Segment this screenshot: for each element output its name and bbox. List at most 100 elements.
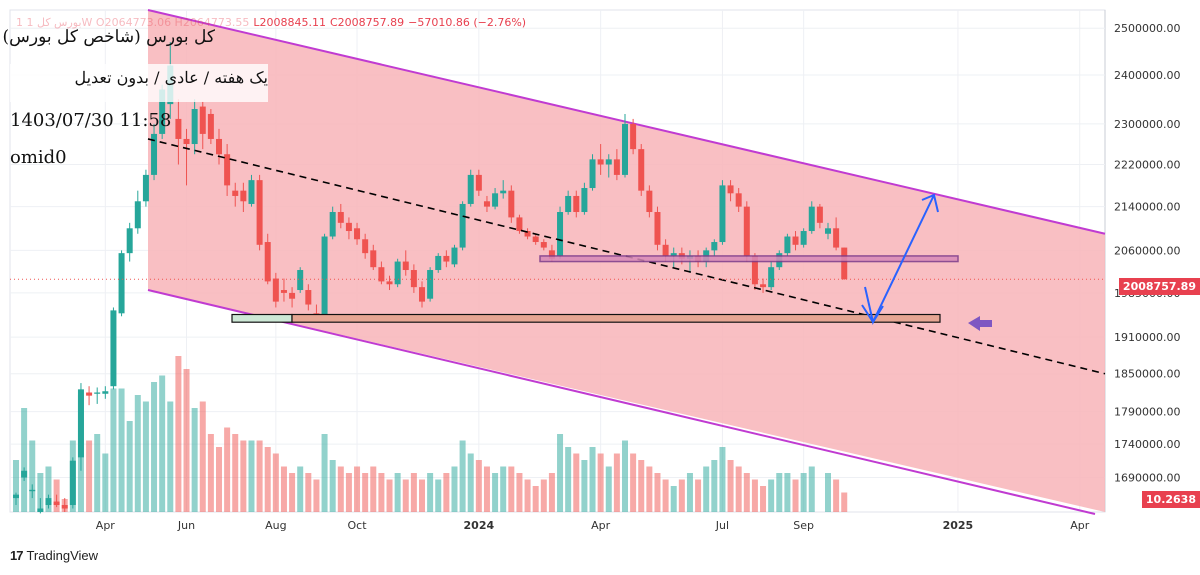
- projection-arrows: [861, 193, 939, 326]
- volume-bar: [516, 473, 523, 512]
- tradingview-footer[interactable]: 17 TradingView: [10, 548, 98, 563]
- candle-body: [597, 159, 604, 165]
- candle-body: [370, 250, 377, 268]
- volume-bar: [419, 479, 425, 512]
- candle-body: [435, 255, 442, 271]
- candle-body: [151, 133, 158, 175]
- candle-body: [557, 212, 564, 256]
- candle-body: [289, 292, 296, 299]
- candle-body: [102, 391, 109, 394]
- y-tick-label: 2220000.00: [1114, 159, 1180, 172]
- candle-body: [727, 185, 734, 194]
- y-tick-label: 2060000.00: [1114, 244, 1180, 257]
- candle-body: [548, 250, 555, 259]
- volume-bar: [776, 473, 783, 512]
- candle-body: [183, 138, 190, 145]
- candle-body: [638, 149, 645, 191]
- candle-body: [345, 222, 352, 232]
- volume-bar: [126, 421, 133, 512]
- volume-bar: [703, 466, 710, 512]
- candle-body: [483, 201, 490, 207]
- candle-body: [573, 195, 580, 213]
- volume-bar: [573, 453, 580, 512]
- volume-bar: [581, 460, 588, 512]
- time-axis[interactable]: Apr Jun Aug Oct 2024 Apr Jul Sep 2025 Apr: [96, 519, 1090, 532]
- candle-body: [622, 123, 628, 175]
- volume-bar: [808, 466, 815, 512]
- volume-bar: [475, 460, 482, 512]
- candle-body: [443, 255, 450, 262]
- candle-body: [77, 389, 84, 458]
- volume-bar: [354, 466, 361, 512]
- volume-bar: [654, 473, 661, 512]
- candle-body: [719, 185, 726, 243]
- volume-bar: [305, 473, 312, 512]
- volume-bar: [686, 473, 693, 512]
- candle-body: [589, 159, 596, 189]
- volume-bar: [256, 440, 263, 512]
- volume-bar: [841, 492, 848, 512]
- candle-body: [841, 247, 848, 280]
- candle-body: [110, 310, 117, 387]
- volume-bar: [370, 466, 377, 512]
- volume-bar: [492, 473, 499, 512]
- candle-body: [280, 290, 287, 293]
- x-tick-label: Sep: [793, 519, 814, 532]
- volume-bar: [427, 473, 434, 512]
- candle-body: [711, 242, 718, 251]
- volume-bar: [329, 460, 336, 512]
- ohlc-open-high: 1 بورس کل 1W O2064773.06 H2064773.55: [16, 16, 250, 29]
- candle-body: [142, 174, 149, 202]
- volume-bar: [248, 440, 255, 512]
- volume-bar: [743, 473, 750, 512]
- x-tick-label: Aug: [265, 519, 286, 532]
- volume-bar: [459, 440, 466, 512]
- candle-body: [760, 284, 767, 288]
- candle-body: [784, 236, 791, 254]
- candle-body: [354, 228, 361, 240]
- volume-bar: [727, 460, 734, 512]
- y-tick-label: 2400000.00: [1114, 69, 1180, 82]
- candle-body: [540, 242, 547, 248]
- volume-bar: [524, 479, 531, 512]
- volume-bar: [508, 466, 515, 512]
- volume-bar: [13, 460, 19, 512]
- candle-body: [118, 253, 125, 314]
- candle-body: [833, 228, 840, 248]
- candle-body: [735, 193, 742, 207]
- candle-body: [159, 89, 166, 134]
- price-axis[interactable]: 2500000.00 2400000.00 2300000.00 2220000.00…: [1114, 22, 1180, 484]
- volume-bar: [638, 460, 645, 512]
- volume-bar: [833, 479, 840, 512]
- resistance-zone: [539, 255, 959, 263]
- volume-bar: [386, 479, 393, 512]
- volume-value-tag: 10.2638: [1141, 491, 1200, 508]
- volume-bar: [240, 440, 247, 512]
- volume-bar: [142, 401, 149, 512]
- volume-bar: [622, 440, 628, 512]
- candle-body: [410, 270, 417, 288]
- candle-body: [532, 236, 539, 243]
- candle-body: [508, 190, 515, 218]
- volume-bar: [589, 447, 596, 512]
- candle-body: [378, 267, 385, 282]
- candle-body: [459, 203, 466, 248]
- volume-bar: [435, 479, 442, 512]
- candle-body: [69, 460, 76, 506]
- volume-bar: [735, 466, 742, 512]
- volume-bar: [45, 466, 52, 512]
- volume-bar: [207, 434, 214, 512]
- volume-bar: [321, 434, 328, 512]
- volume-bar: [175, 356, 182, 512]
- volume-bar: [800, 473, 807, 512]
- symbol-title: کل بورس (شاخص کل بورس): [2, 27, 215, 47]
- volume-bar: [37, 473, 44, 512]
- volume-bar: [110, 388, 117, 512]
- candle-body: [565, 195, 572, 213]
- candle-body: [451, 247, 458, 265]
- volume-bar: [86, 440, 93, 512]
- candle-body: [402, 261, 409, 271]
- last-price-tag: 2008757.89: [1118, 278, 1200, 295]
- candle-body: [467, 174, 474, 204]
